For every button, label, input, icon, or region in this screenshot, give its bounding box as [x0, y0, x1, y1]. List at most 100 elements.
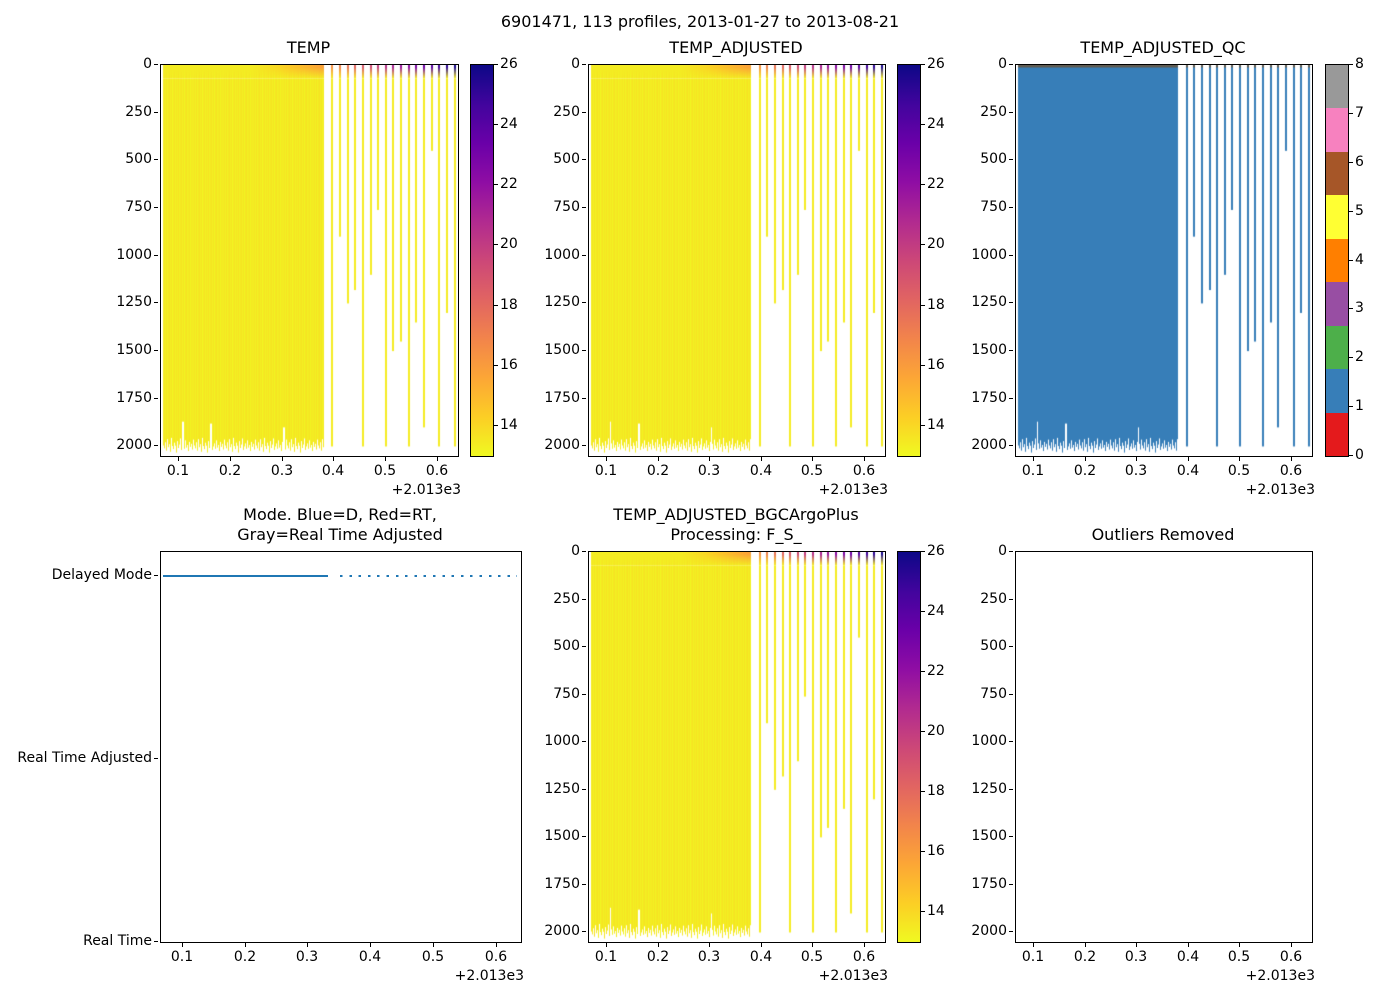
- colorbar-tick-mark: [921, 671, 925, 672]
- x-tick-mark: [370, 943, 371, 947]
- x-tick-mark: [658, 943, 659, 947]
- colorbar-tick-label: 26: [500, 56, 518, 72]
- y-tick-label: 0: [998, 543, 1007, 559]
- x-tick-label: 0.2: [233, 949, 257, 965]
- x-tick-label: 0.1: [594, 949, 618, 965]
- colorbar-tick-label: 7: [1355, 105, 1364, 121]
- colorbar-tick-mark: [1349, 260, 1353, 261]
- colorbar-tick-label: 24: [927, 603, 945, 619]
- colorbar-tick-label: 16: [500, 357, 518, 373]
- y-tick-label: 0: [571, 543, 580, 559]
- bgc-panel-title-line2: Processing: F_S_: [670, 525, 802, 544]
- x-tick-label: 0.1: [166, 463, 190, 479]
- x-tick-mark: [385, 457, 386, 461]
- y-tick-mark: [582, 884, 586, 885]
- y-tick-label: 2000: [971, 923, 1007, 939]
- x-tick-label: 0.3: [295, 949, 319, 965]
- x-tick-mark: [761, 457, 762, 461]
- y-tick-mark: [154, 575, 158, 576]
- x-tick-label: 0.4: [358, 949, 382, 965]
- x-tick-label: 0.3: [697, 463, 721, 479]
- qc-colorbar-cell: [1326, 412, 1348, 456]
- x-tick-label: 0.5: [800, 949, 824, 965]
- y-tick-mark: [1009, 64, 1013, 65]
- colorbar-tick-label: 0: [1355, 447, 1364, 463]
- y-tick-mark: [582, 599, 586, 600]
- colorbar-tick-mark: [1349, 455, 1353, 456]
- colorbar-tick-label: 26: [927, 56, 945, 72]
- y-tick-label: 1750: [544, 876, 580, 892]
- qc-colorbar: [1325, 64, 1349, 457]
- y-tick-label: 500: [980, 151, 1007, 167]
- y-tick-label: 0: [143, 56, 152, 72]
- colorbar-tick-label: 6: [1355, 154, 1364, 170]
- x-tick-mark: [1291, 457, 1292, 461]
- y-tick-mark: [154, 758, 158, 759]
- y-tick-label: 250: [980, 104, 1007, 120]
- temp-adjusted-qc-heatmap-canvas: [1016, 65, 1312, 456]
- colorbar-tick-mark: [1349, 406, 1353, 407]
- y-tick-label: 1750: [971, 876, 1007, 892]
- temp-adjusted-panel-title: TEMP_ADJUSTED: [669, 38, 803, 57]
- y-tick-mark: [1009, 741, 1013, 742]
- colorbar-tick-mark: [921, 425, 925, 426]
- outliers-removed-axes: [1015, 551, 1313, 943]
- colorbar-tick-label: 14: [927, 903, 945, 919]
- x-tick-mark: [333, 457, 334, 461]
- y-tick-label: 1000: [544, 733, 580, 749]
- y-tick-label: 750: [553, 199, 580, 215]
- colorbar-tick-mark: [921, 244, 925, 245]
- temp-adjusted-heatmap-axes: [588, 64, 886, 457]
- y-tick-label: 2000: [544, 923, 580, 939]
- x-tick-mark: [658, 457, 659, 461]
- x-tick-label: 0.3: [1124, 949, 1148, 965]
- colorbar-tick-mark: [494, 244, 498, 245]
- x-tick-mark: [709, 457, 710, 461]
- x-tick-label: 0.5: [1227, 949, 1251, 965]
- y-tick-mark: [582, 255, 586, 256]
- qc-colorbar-cell: [1326, 282, 1348, 326]
- colorbar-tick-label: 22: [927, 663, 945, 679]
- y-tick-mark: [582, 789, 586, 790]
- colorbar-tick-label: 22: [500, 176, 518, 192]
- mode-panel-title-line1: Mode. Blue=D, Red=RT,: [243, 505, 437, 524]
- y-tick-label: 750: [125, 199, 152, 215]
- x-tick-mark: [433, 943, 434, 947]
- x-axis-offset-label: +2.013e3: [454, 968, 524, 984]
- x-tick-label: 0.6: [852, 463, 876, 479]
- x-tick-mark: [864, 943, 865, 947]
- x-tick-mark: [245, 943, 246, 947]
- temp-adjusted-qc-panel-title: TEMP_ADJUSTED_QC: [1080, 38, 1246, 57]
- y-tick-label: 750: [980, 686, 1007, 702]
- y-tick-mark: [582, 445, 586, 446]
- x-tick-mark: [1188, 457, 1189, 461]
- x-tick-label: 0.6: [1279, 463, 1303, 479]
- y-tick-mark: [1009, 694, 1013, 695]
- x-tick-mark: [1085, 943, 1086, 947]
- y-tick-label: 2000: [544, 437, 580, 453]
- x-tick-mark: [812, 457, 813, 461]
- temp-heatmap-axes: [160, 64, 459, 457]
- y-tick-mark: [154, 207, 158, 208]
- x-tick-label: 0.6: [425, 463, 449, 479]
- y-tick-mark: [582, 350, 586, 351]
- colorbar-tick-label: 18: [927, 783, 945, 799]
- x-tick-mark: [437, 457, 438, 461]
- qc-colorbar-cell: [1326, 369, 1348, 413]
- x-tick-mark: [1033, 943, 1034, 947]
- x-tick-label: 0.5: [373, 463, 397, 479]
- y-tick-label: 0: [571, 56, 580, 72]
- y-tick-label: 1500: [116, 342, 152, 358]
- colorbar-tick-label: 18: [500, 297, 518, 313]
- y-tick-mark: [582, 741, 586, 742]
- y-tick-label: 1500: [971, 828, 1007, 844]
- x-tick-mark: [1033, 457, 1034, 461]
- bgc-panel-title: TEMP_ADJUSTED_BGCArgoPlus Processing: F_…: [588, 505, 884, 545]
- qc-colorbar-cells: [1326, 65, 1348, 456]
- colorbar-tick-mark: [921, 731, 925, 732]
- colorbar-tick-mark: [921, 365, 925, 366]
- qc-colorbar-cell: [1326, 195, 1348, 239]
- mode-panel-title-line2: Gray=Real Time Adjusted: [237, 525, 443, 544]
- colorbar-tick-label: 2: [1355, 349, 1364, 365]
